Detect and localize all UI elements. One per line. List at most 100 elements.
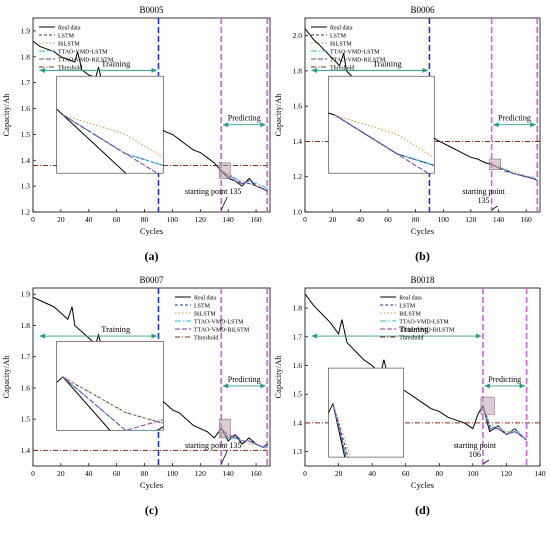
training-arrowhead — [311, 67, 317, 73]
y-tick-label: 1.5 — [293, 390, 303, 399]
y-axis-label: Capacity/Ah — [273, 355, 283, 399]
annotation-arrow — [482, 459, 490, 465]
inset-zoom-frame — [328, 367, 404, 458]
inset-series-ttao-vmd-lstm — [332, 403, 347, 458]
legend-entry: LSTM — [58, 34, 75, 40]
y-tick-label: 1.7 — [293, 332, 303, 341]
legend-entry: LSTM — [330, 34, 347, 40]
x-tick-label: 0 — [303, 469, 307, 478]
predicting-label: Predicting — [498, 114, 531, 123]
panel-label: (d) — [415, 503, 430, 517]
x-tick-label: 20 — [329, 215, 337, 224]
series-ttao-vmd-bilstm — [482, 405, 527, 441]
legend-entry: TTAO-VMD-BiLSTM — [194, 328, 250, 334]
x-tick-label: 60 — [113, 469, 121, 478]
y-tick-label: 1.8 — [293, 304, 303, 313]
x-tick-label: 100 — [438, 215, 450, 224]
starting-point-annotation: 135 — [478, 196, 490, 205]
x-tick-label: 60 — [384, 215, 392, 224]
legend-entry: TTAO-VMD-LSTM — [194, 320, 244, 326]
x-axis-label: Cycles — [140, 226, 163, 236]
legend-entry: BiLSTM — [330, 42, 352, 48]
chart-title: B0018 — [410, 275, 435, 285]
y-axis-label: Capacity/Ah — [273, 93, 283, 137]
training-label: Training — [101, 58, 131, 68]
inset-zoom-frame — [56, 75, 164, 174]
zoom-region — [218, 418, 231, 439]
predicting-arrowhead — [260, 122, 267, 128]
y-tick-label: 1.2 — [21, 208, 31, 217]
predicting-label: Predicting — [228, 114, 261, 123]
x-tick-label: 80 — [412, 215, 420, 224]
plot-frame — [304, 287, 541, 467]
predicting-label: Predicting — [488, 375, 521, 384]
x-tick-label: 120 — [465, 215, 477, 224]
series-ttao-vmd-bilstm — [220, 428, 268, 448]
y-tick-label: 1.8 — [21, 52, 31, 61]
zoom-region — [218, 162, 231, 179]
inset-plot — [328, 402, 352, 458]
inset-series-ttao-vmd-lstm — [62, 376, 164, 431]
y-tick-label: 1.9 — [21, 26, 31, 35]
x-tick-label: 0 — [31, 215, 35, 224]
training-label: Training — [101, 324, 131, 334]
inset-zoom-frame — [56, 341, 164, 431]
x-tick-label: 140 — [223, 215, 235, 224]
inset-series-bilstm — [62, 114, 164, 159]
x-tick-label: 20 — [335, 469, 343, 478]
inset-series-lstm — [62, 376, 164, 424]
x-tick-label: 140 — [534, 469, 546, 478]
x-tick-label: 0 — [31, 469, 35, 478]
starting-point-annotation: starting point — [462, 187, 505, 196]
predicting-arrowhead — [519, 383, 526, 389]
inset-series-real-data — [56, 108, 128, 174]
legend-entry: TTAO-VMD-LSTM — [58, 50, 108, 56]
x-tick-label: 120 — [501, 469, 513, 478]
panel-a: B0005 Cycles Capacity/Ah (a) 0 20 40 60 80 100 120… — [1, 5, 271, 263]
legend-entry: BiLSTM — [58, 42, 80, 48]
x-tick-label: 100 — [167, 469, 179, 478]
plot-frame — [32, 17, 271, 213]
predicting-arrowhead — [492, 122, 499, 128]
y-tick-label: 1.5 — [21, 415, 31, 424]
x-tick-label: 40 — [368, 469, 376, 478]
training-arrowhead — [151, 333, 158, 339]
legend-entry: Real data — [194, 296, 217, 302]
x-axis-label: Cycles — [411, 226, 434, 236]
y-tick-label: 1.4 — [21, 446, 31, 455]
x-tick-label: 120 — [195, 469, 207, 478]
starting-point-annotation: starting point 135 — [185, 187, 241, 196]
inset-plot — [56, 376, 164, 431]
legend-entry: TTAO-VMD-BiLSTM — [58, 58, 114, 64]
chart-title: B0006 — [410, 5, 435, 15]
x-axis-label: Cycles — [411, 480, 434, 490]
plot-frame — [304, 17, 541, 213]
legend-entry: TTAO-VMD-BiLSTM — [330, 58, 386, 64]
chart-title: B0005 — [139, 5, 164, 15]
panel-label: (a) — [145, 249, 159, 263]
x-tick-label: 80 — [436, 469, 444, 478]
y-tick-label: 1.7 — [21, 78, 31, 87]
x-tick-label: 140 — [493, 215, 505, 224]
predicting-arrowhead — [222, 383, 229, 389]
y-tick-label: 1.4 — [293, 137, 303, 146]
y-tick-label: 1.6 — [21, 383, 31, 392]
y-tick-label: 1.4 — [293, 418, 303, 427]
starting-point-annotation: starting point — [454, 441, 497, 450]
training-label: Training — [399, 324, 429, 334]
legend-entry: Threshold — [330, 66, 354, 72]
x-tick-label: 60 — [402, 469, 410, 478]
legend-entry: TTAO-VMD-BiLSTM — [399, 328, 455, 334]
x-tick-label: 40 — [357, 215, 365, 224]
x-tick-label: 120 — [195, 215, 207, 224]
zoom-region — [489, 158, 501, 170]
y-tick-label: 1.8 — [293, 66, 303, 75]
annotation-arrow — [220, 450, 228, 465]
panel-c: B0007 Cycles Capacity/Ah (c) 0 20 40 60 80 100 120… — [1, 275, 271, 517]
x-tick-label: 40 — [85, 215, 93, 224]
training-arrowhead — [475, 333, 482, 339]
inset-series-real-data — [56, 376, 164, 431]
panel-label: (c) — [145, 503, 158, 517]
panel-d: B0018 Cycles Capacity/Ah (d) 0 20 40 60 80 100 120… — [273, 275, 546, 517]
series-real-data — [305, 293, 527, 441]
